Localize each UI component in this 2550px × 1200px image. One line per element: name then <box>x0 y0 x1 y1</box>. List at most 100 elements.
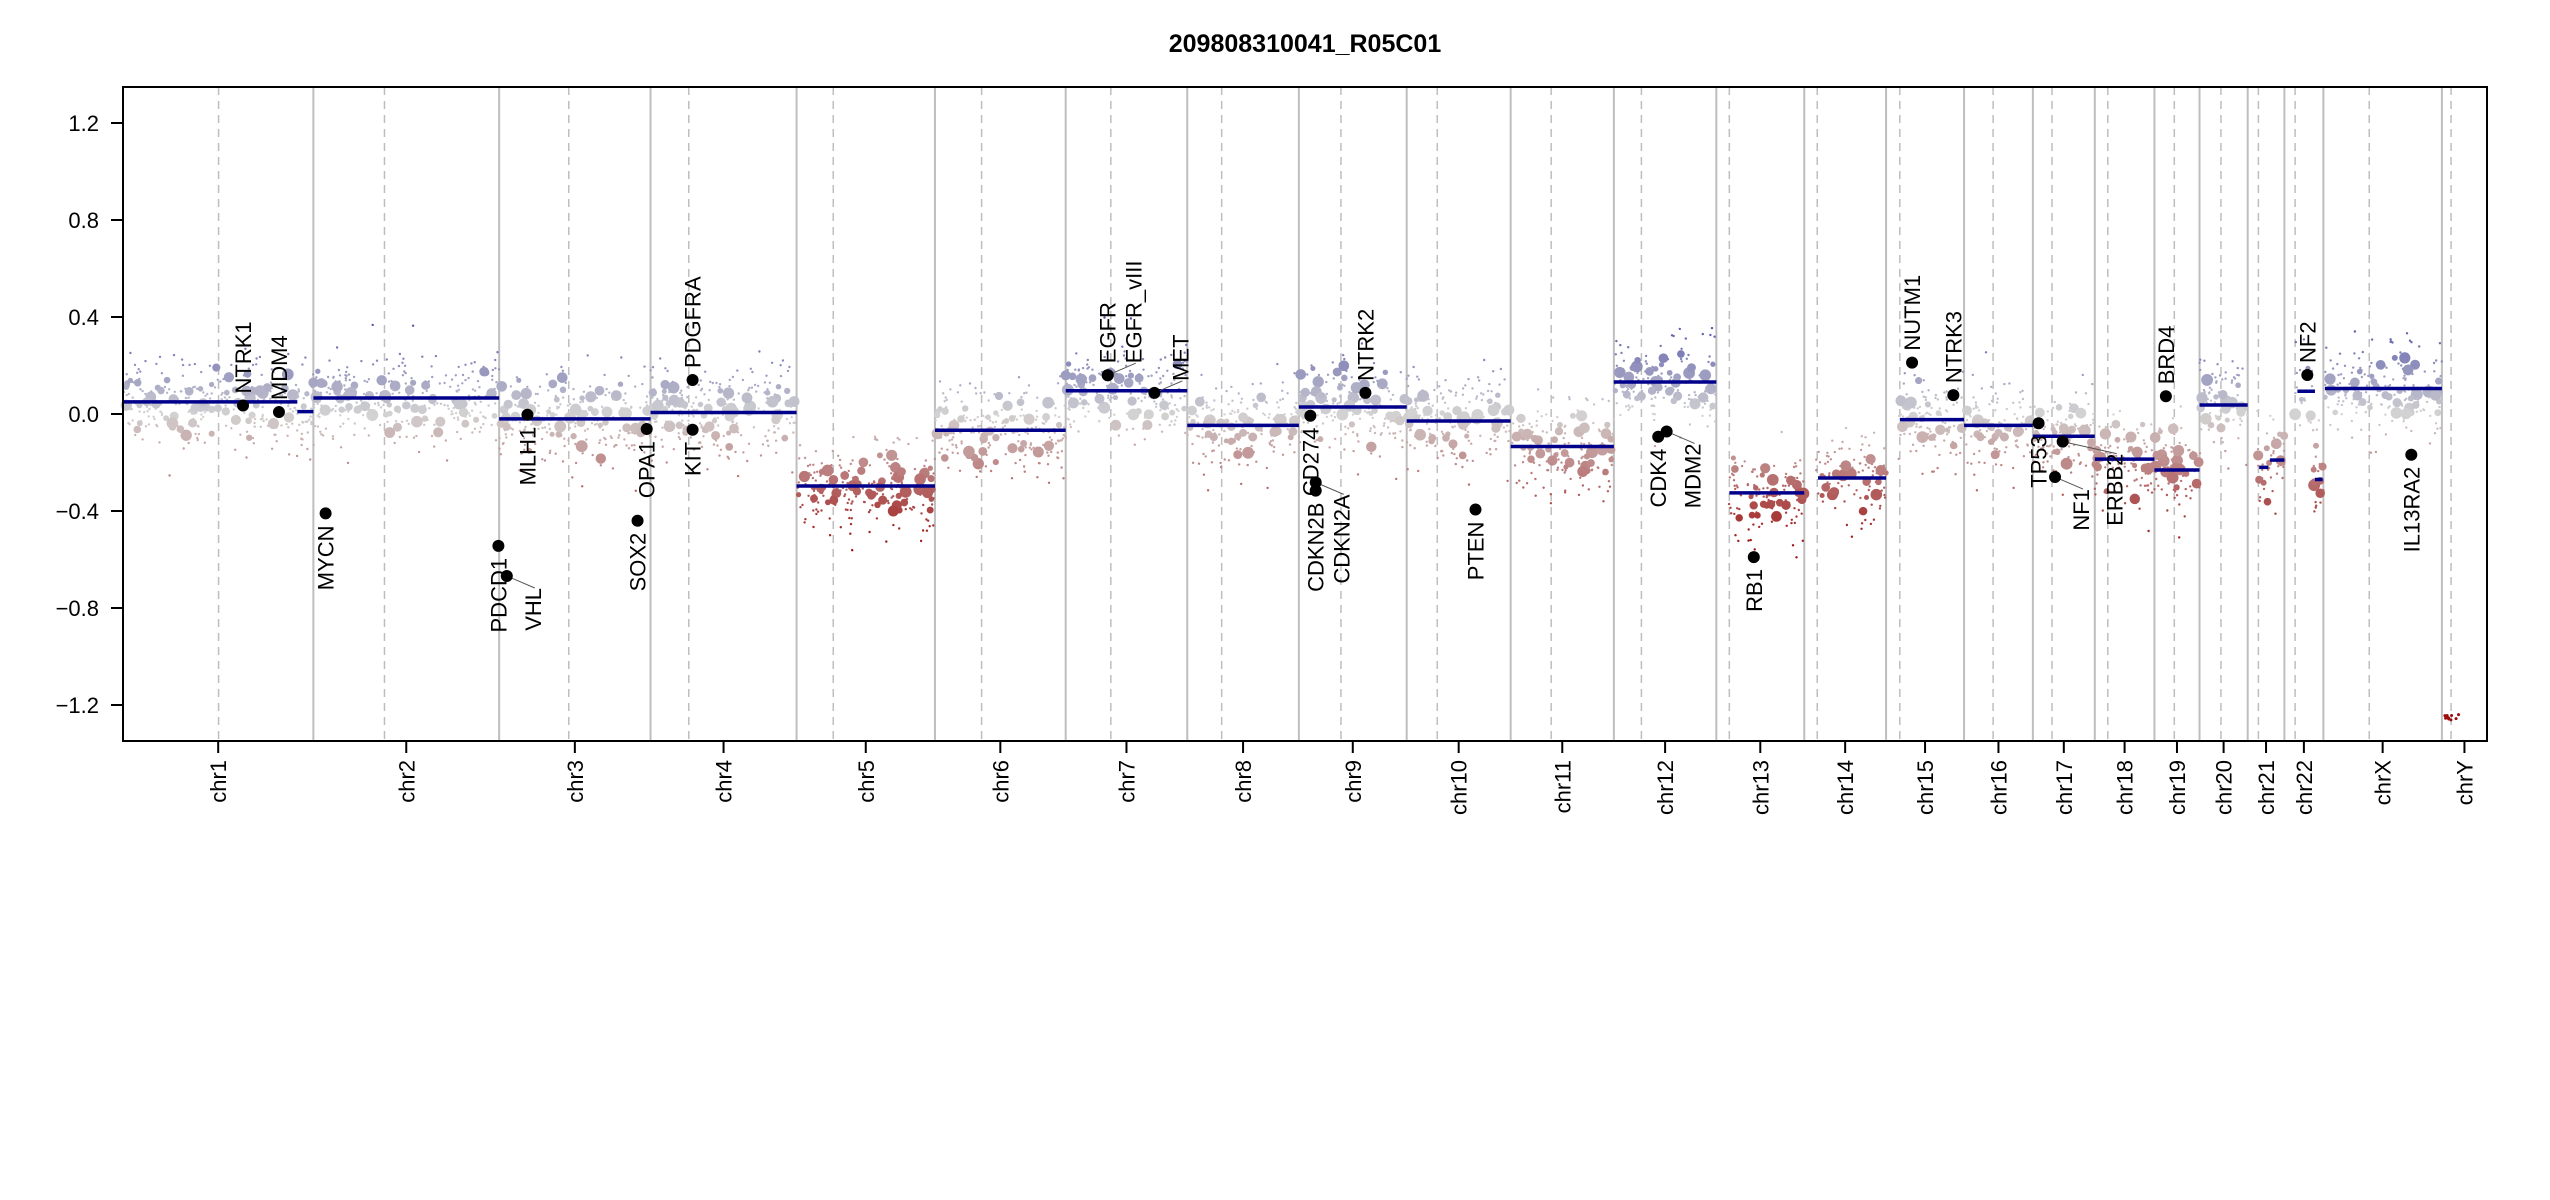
probe-point <box>2058 423 2069 434</box>
probe-point <box>1107 396 1110 400</box>
probe-point <box>444 439 447 442</box>
probe-point <box>1551 437 1555 440</box>
probe-point <box>1410 406 1413 409</box>
probe-point <box>641 382 644 386</box>
probe-point <box>618 407 630 419</box>
probe-point <box>2212 440 2216 444</box>
probe-point <box>2162 447 2166 450</box>
probe-point <box>1143 409 1154 420</box>
probe-point <box>726 398 729 401</box>
gene-marker <box>1947 389 1960 402</box>
probe-point <box>311 416 314 419</box>
probe-point <box>2175 494 2179 497</box>
probe-point <box>1734 487 1737 491</box>
probe-point <box>861 487 864 490</box>
probe-point <box>1123 350 1126 353</box>
probe-point <box>2324 383 2327 387</box>
probe-point <box>1546 449 1550 452</box>
probe-point <box>1897 421 1908 433</box>
probe-point <box>1864 463 1867 467</box>
probe-point <box>2342 400 2345 403</box>
probe-point <box>208 405 216 414</box>
x-tick-label: chr5 <box>854 760 879 803</box>
probe-point <box>1210 461 1214 464</box>
probe-point <box>583 429 587 432</box>
probe-point <box>1139 411 1142 414</box>
probe-point <box>125 373 128 376</box>
gene-marker <box>686 423 699 436</box>
probe-point <box>1047 481 1051 484</box>
probe-point <box>1766 501 1769 505</box>
probe-point <box>699 379 702 382</box>
probe-point <box>2343 364 2347 367</box>
probe-point <box>2150 423 2153 426</box>
probe-point <box>1955 401 1959 404</box>
probe-point <box>1286 392 1289 395</box>
probe-point <box>2223 410 2226 413</box>
probe-point <box>245 430 249 433</box>
probe-point <box>2350 377 2360 388</box>
probe-point <box>2094 493 2097 496</box>
probe-point <box>1225 389 1228 393</box>
probe-point <box>2021 389 2024 392</box>
probe-point <box>721 406 729 413</box>
probe-point <box>143 410 146 414</box>
probe-point <box>2324 370 2327 374</box>
probe-point <box>1416 375 1419 378</box>
probe-point <box>765 374 768 377</box>
probe-point <box>731 375 735 379</box>
probe-point <box>2282 442 2285 445</box>
probe-point <box>890 496 893 499</box>
probe-point <box>180 429 192 441</box>
probe-point <box>1644 360 1648 363</box>
probe-point <box>1815 458 1818 461</box>
probe-point <box>2236 366 2239 370</box>
probe-point <box>700 424 703 427</box>
probe-point <box>1730 512 1733 515</box>
probe-point <box>1784 472 1788 476</box>
probe-point <box>1054 414 1057 417</box>
probe-point <box>2207 392 2211 395</box>
probe-point <box>1925 411 1929 414</box>
probe-point <box>1904 396 1917 409</box>
probe-point <box>1567 455 1570 458</box>
probe-point <box>839 466 843 469</box>
probe-point <box>1612 418 1616 421</box>
probe-point <box>1949 426 1952 429</box>
probe-point <box>1542 486 1545 489</box>
probe-point <box>1994 409 1997 412</box>
probe-point <box>265 418 268 421</box>
y-tick-label: 0.0 <box>68 402 99 427</box>
probe-point <box>2166 509 2169 512</box>
probe-point <box>2132 462 2135 466</box>
probe-point <box>1391 393 1395 397</box>
probe-point <box>816 510 820 513</box>
probe-point <box>1647 386 1657 395</box>
gene-label: IL13RA2 <box>2399 467 2424 553</box>
probe-point <box>2106 463 2109 466</box>
probe-point <box>547 389 550 392</box>
probe-point <box>2145 445 2148 449</box>
probe-point <box>2336 403 2339 406</box>
probe-point <box>960 440 963 443</box>
probe-point <box>1933 438 1936 441</box>
probe-point <box>2435 377 2443 385</box>
probe-point <box>1569 412 1576 419</box>
probe-point <box>1347 427 1350 430</box>
probe-point <box>909 507 912 510</box>
probe-point <box>2144 450 2147 453</box>
probe-point <box>1103 316 1106 319</box>
probe-point <box>1001 421 1004 425</box>
probe-point <box>1535 419 1539 423</box>
probe-point <box>768 381 772 384</box>
probe-point <box>571 476 574 479</box>
probe-point <box>367 403 371 407</box>
probe-point <box>1332 367 1342 377</box>
probe-point <box>1251 382 1254 386</box>
probe-point <box>1581 455 1585 458</box>
probe-point <box>1341 383 1344 386</box>
probe-point <box>269 397 272 400</box>
probe-point <box>410 379 417 386</box>
probe-point <box>331 435 335 438</box>
probe-point <box>868 530 871 534</box>
